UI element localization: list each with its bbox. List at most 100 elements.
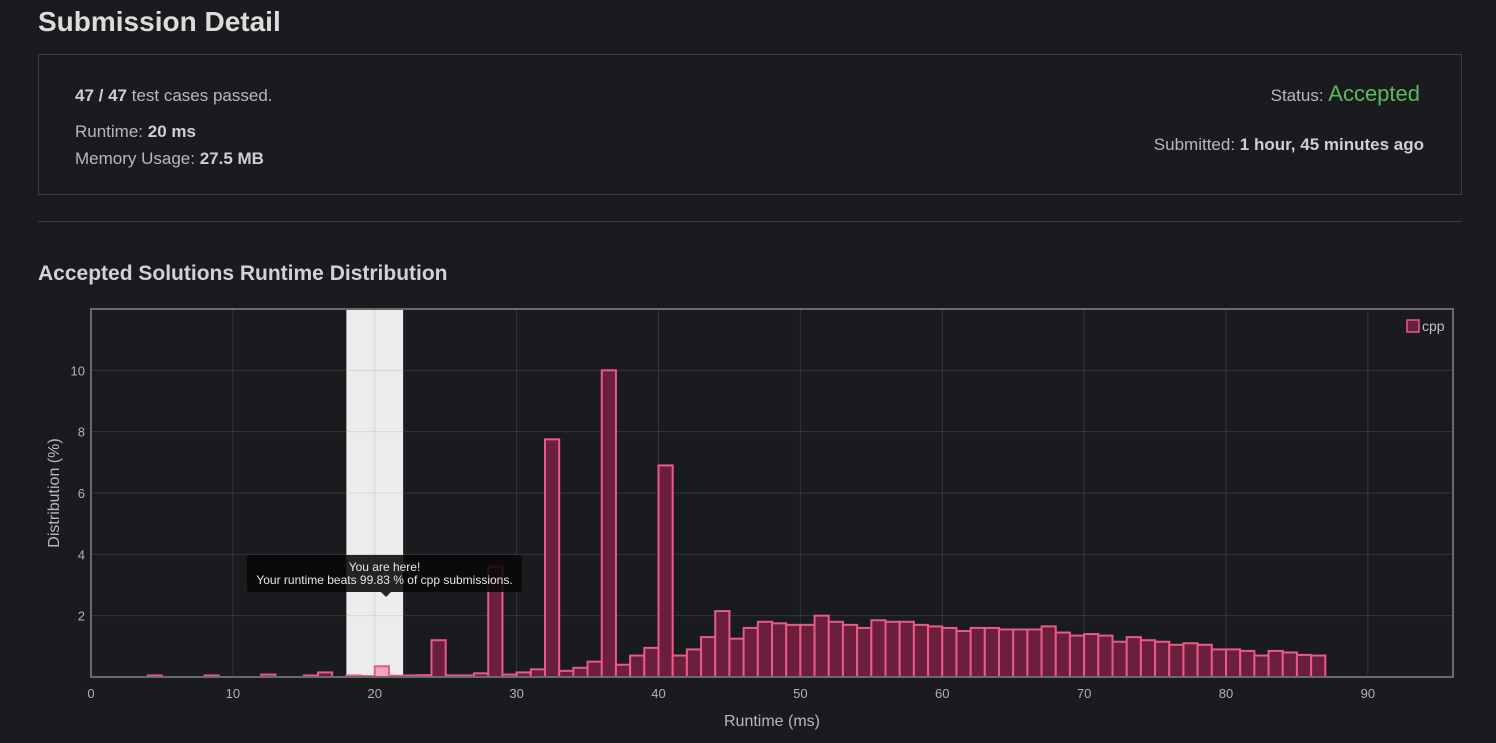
tooltip-line-2: Your runtime beats 99.83 % of cpp submis… — [256, 573, 513, 587]
runtime-bar — [841, 623, 859, 678]
chart-title: Accepted Solutions Runtime Distribution — [38, 262, 448, 285]
passed-suffix: test cases passed. — [127, 86, 273, 105]
runtime-bar — [614, 663, 632, 679]
runtime-bar — [1068, 634, 1086, 678]
status-label: Status: — [1270, 86, 1329, 105]
runtime-bar — [600, 369, 617, 678]
y-tick-label: 4 — [78, 547, 85, 562]
runtime-bar — [544, 438, 561, 679]
runtime-bar — [1040, 625, 1057, 679]
x-tick-label: 20 — [368, 686, 382, 701]
runtime-bar — [1154, 640, 1171, 679]
legend-label-cpp: cpp — [1422, 318, 1445, 334]
runtime-value: 20 ms — [147, 122, 196, 141]
runtime-info: Runtime: 20 ms — [75, 122, 196, 142]
runtime-bar — [1267, 649, 1284, 679]
runtime-bar — [1111, 640, 1128, 679]
runtime-bar — [1295, 653, 1313, 678]
memory-info: Memory Usage: 27.5 MB — [75, 149, 264, 169]
runtime-bar — [1210, 648, 1227, 679]
runtime-bar — [629, 654, 646, 678]
x-tick-label: 40 — [651, 686, 665, 701]
x-tick-label: 70 — [1077, 686, 1091, 701]
runtime-bar — [884, 620, 901, 678]
passed-count: 47 / 47 — [75, 86, 127, 105]
memory-label: Memory Usage: — [75, 149, 200, 168]
runtime-bar — [1097, 634, 1114, 678]
runtime-bar — [1310, 654, 1327, 678]
y-tick-label: 8 — [78, 425, 85, 440]
y-tick-label: 2 — [78, 609, 85, 624]
runtime-bar — [1083, 633, 1100, 678]
runtime-bar — [1253, 654, 1270, 678]
x-tick-label: 80 — [1219, 686, 1233, 701]
runtime-bar — [586, 660, 603, 679]
x-tick-label: 30 — [509, 686, 523, 701]
y-axis-label: Distribution (%) — [46, 438, 63, 547]
runtime-bar — [856, 626, 873, 679]
x-tick-label: 50 — [793, 686, 807, 701]
memory-value: 27.5 MB — [199, 149, 264, 168]
runtime-bar — [572, 666, 589, 678]
submitted-info: Submitted: 1 hour, 45 minutes ago — [1154, 135, 1424, 155]
runtime-bar — [430, 639, 447, 679]
runtime-bar — [898, 620, 915, 678]
submitted-value: 1 hour, 45 minutes ago — [1239, 135, 1424, 154]
runtime-bar — [955, 630, 972, 678]
runtime-bar — [643, 646, 660, 678]
runtime-bar — [827, 620, 844, 678]
legend-swatch-cpp — [1406, 319, 1420, 333]
runtime-bar — [529, 668, 546, 678]
runtime-bar — [657, 464, 674, 678]
x-tick-label: 60 — [935, 686, 949, 701]
runtime-bar — [1139, 639, 1157, 679]
plot-background — [91, 309, 1453, 677]
x-tick-label: 90 — [1361, 686, 1375, 701]
runtime-bar — [969, 626, 986, 679]
tooltip-arrow — [381, 592, 391, 597]
submitted-label: Submitted: — [1153, 135, 1240, 154]
runtime-bar — [785, 623, 802, 678]
runtime-bar — [1196, 643, 1213, 678]
runtime-bar — [685, 648, 703, 679]
test-cases-passed: 47 / 47 test cases passed. — [75, 86, 273, 106]
runtime-bar — [728, 637, 745, 679]
your-runtime-highlight — [346, 309, 404, 677]
runtime-bar — [870, 619, 887, 678]
runtime-bar — [700, 636, 717, 679]
runtime-bar — [1239, 649, 1256, 679]
you-are-here-tooltip: You are here! Your runtime beats 99.83 %… — [247, 555, 522, 592]
status-info: Status: Accepted — [1271, 81, 1420, 107]
runtime-bar — [671, 654, 688, 678]
runtime-bar — [912, 623, 930, 678]
runtime-bar — [1182, 642, 1199, 678]
runtime-bar — [742, 626, 759, 679]
runtime-bar — [927, 625, 944, 679]
submission-summary: 47 / 47 test cases passed. Runtime: 20 m… — [38, 54, 1462, 195]
x-axis-label: Runtime (ms) — [724, 713, 820, 730]
runtime-bar — [756, 620, 773, 678]
tooltip-line-1: You are here! — [348, 560, 421, 574]
runtime-bar — [998, 628, 1015, 679]
status-badge: Accepted — [1328, 81, 1420, 106]
runtime-bar — [1054, 631, 1071, 678]
runtime-bar — [1026, 628, 1043, 679]
x-tick-label: 10 — [226, 686, 240, 701]
runtime-bar — [941, 626, 958, 679]
runtime-bar — [1125, 636, 1142, 679]
page-title: Submission Detail — [38, 6, 281, 37]
plot-border — [90, 308, 1454, 678]
runtime-bar — [1168, 643, 1185, 678]
runtime-label: Runtime: — [75, 122, 148, 141]
y-tick-label: 6 — [78, 486, 85, 501]
runtime-bar — [983, 626, 1000, 679]
runtime-bar — [1225, 648, 1242, 679]
section-divider — [38, 221, 1462, 222]
runtime-bar — [1281, 651, 1298, 679]
runtime-bar — [771, 622, 788, 678]
runtime-bar — [1012, 628, 1029, 679]
y-tick-label: 10 — [71, 363, 85, 378]
x-tick-label: 0 — [87, 686, 94, 701]
runtime-bar — [373, 665, 390, 678]
